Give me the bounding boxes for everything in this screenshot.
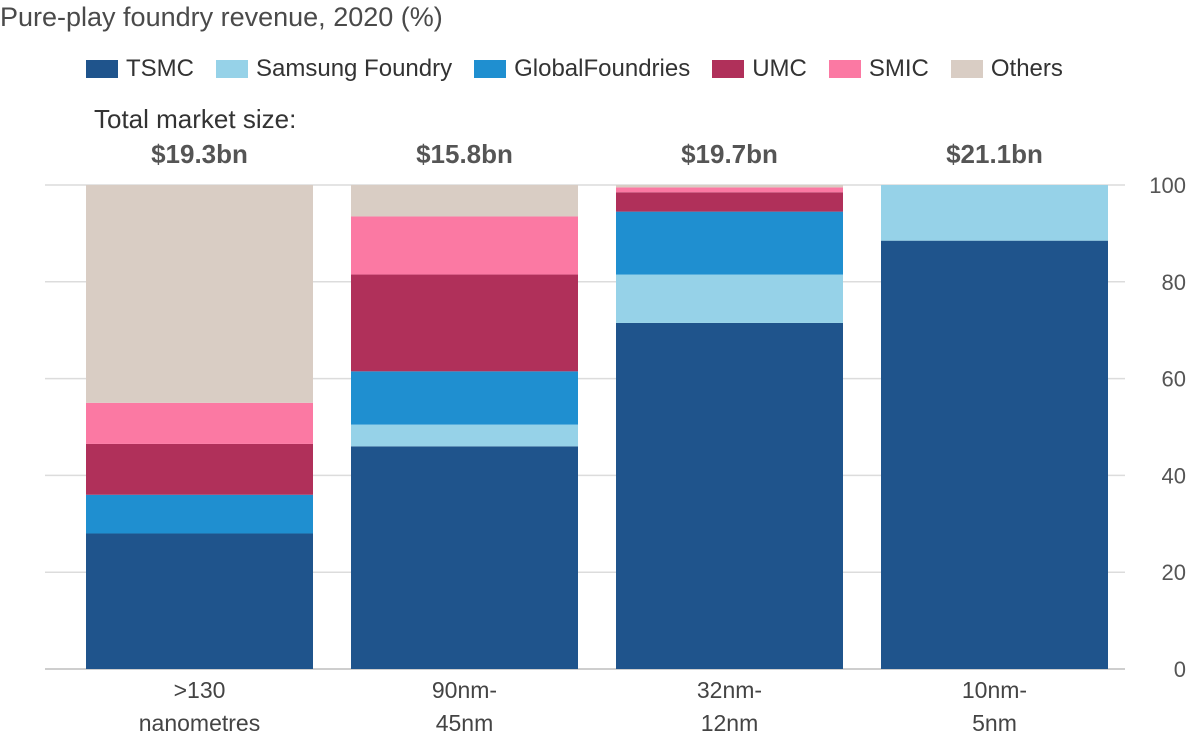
x-tick-label: nanometres	[139, 710, 260, 736]
x-tick-label: 45nm	[436, 710, 494, 736]
y-tick-label: 20	[1162, 560, 1186, 585]
bar-tsmc-1	[351, 446, 578, 669]
bar-globalfoundries-2	[616, 211, 843, 275]
legend-label: TSMC	[126, 55, 194, 82]
legend-label: GlobalFoundries	[514, 55, 691, 82]
bar-others-2	[616, 185, 843, 188]
legend-label: Samsung Foundry	[256, 55, 453, 82]
legend-swatch	[828, 60, 861, 78]
legend-label: SMIC	[868, 55, 929, 82]
x-tick-label: 5nm	[972, 710, 1017, 736]
y-tick-label: 40	[1162, 463, 1186, 488]
bar-globalfoundries-0	[86, 494, 313, 534]
legend-item-tsmc: TSMC	[86, 55, 194, 83]
bar-smic-1	[351, 216, 578, 275]
bar-umc-2	[616, 192, 843, 212]
bar-tsmc-0	[86, 533, 313, 669]
bar-umc-0	[86, 443, 313, 495]
bar-globalfoundries-1	[351, 371, 578, 425]
bar-samsung-foundry-2	[616, 274, 843, 323]
bar-samsung-foundry-1	[351, 424, 578, 447]
legend-item-samsung-foundry: Samsung Foundry	[216, 55, 452, 83]
y-tick-label: 60	[1162, 367, 1186, 392]
legend-swatch	[216, 60, 248, 78]
legend-swatch	[712, 60, 745, 78]
bar-smic-0	[86, 402, 313, 444]
bar-tsmc-3	[881, 240, 1108, 669]
x-tick-label: 12nm	[701, 710, 759, 736]
legend-swatch	[474, 60, 507, 78]
bar-tsmc-2	[616, 322, 843, 669]
legend-item-smic: SMIC	[828, 55, 929, 83]
bar-others-1	[351, 185, 578, 217]
total-market-size-label: $21.1bn	[946, 139, 1043, 169]
x-tick-label: 32nm-	[697, 677, 762, 703]
legend-label: UMC	[752, 55, 807, 82]
bar-umc-1	[351, 274, 578, 372]
chart-title: Pure-play foundry revenue, 2020 (%)	[0, 2, 443, 32]
legend-item-globalfoundries: GlobalFoundries	[474, 55, 690, 83]
y-tick-label: 100	[1149, 173, 1186, 198]
x-tick-label: 90nm-	[432, 677, 497, 703]
bar-samsung-foundry-3	[881, 185, 1108, 241]
bar-others-0	[86, 185, 313, 403]
y-tick-label: 80	[1162, 270, 1186, 295]
x-tick-label: 10nm-	[962, 677, 1027, 703]
total-market-size-label: $19.7bn	[681, 139, 778, 169]
legend-swatch	[950, 60, 983, 78]
legend-item-umc: UMC	[712, 55, 807, 83]
total-market-size-label: $19.3bn	[151, 139, 248, 169]
legend-label: Others	[990, 55, 1063, 82]
legend-item-others: Others	[950, 55, 1063, 83]
market-size-label: Total market size:	[94, 104, 297, 134]
bar-smic-2	[616, 187, 843, 193]
legend-swatch	[86, 60, 118, 78]
x-tick-label: >130	[174, 677, 226, 703]
total-market-size-label: $15.8bn	[416, 139, 513, 169]
y-tick-label: 0	[1174, 657, 1186, 682]
legend: TSMC Samsung Foundry GlobalFoundries UMC SMI…	[86, 55, 1063, 83]
